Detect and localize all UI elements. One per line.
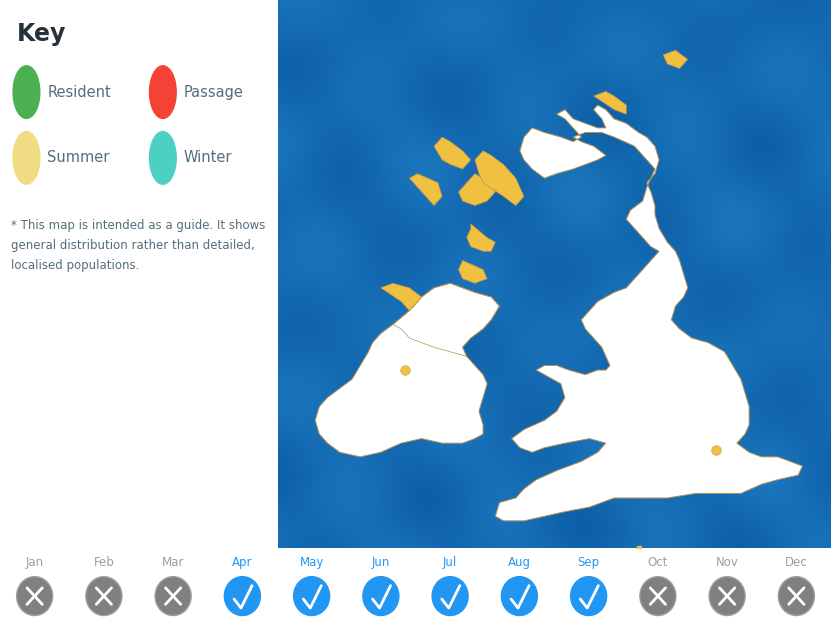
Circle shape (13, 131, 40, 184)
Circle shape (150, 66, 176, 118)
Text: Sep: Sep (578, 556, 600, 569)
Polygon shape (475, 151, 524, 206)
Text: Apr: Apr (232, 556, 253, 569)
Circle shape (86, 577, 122, 616)
Circle shape (87, 578, 120, 614)
Circle shape (779, 578, 813, 614)
Text: Feb: Feb (94, 556, 114, 569)
Circle shape (642, 578, 675, 614)
Text: Mar: Mar (162, 556, 184, 569)
Text: * This map is intended as a guide. It shows
general distribution rather than det: * This map is intended as a guide. It sh… (11, 219, 266, 272)
Circle shape (711, 578, 744, 614)
Circle shape (155, 577, 191, 616)
Text: May: May (299, 556, 324, 569)
Circle shape (13, 66, 40, 118)
Circle shape (571, 577, 607, 616)
Circle shape (640, 577, 676, 616)
Polygon shape (495, 105, 803, 521)
Text: Summer: Summer (47, 150, 110, 165)
Circle shape (363, 577, 399, 616)
Text: Dec: Dec (785, 556, 808, 569)
Circle shape (501, 577, 538, 616)
Polygon shape (315, 283, 499, 457)
Polygon shape (459, 174, 495, 206)
Circle shape (156, 578, 189, 614)
Text: Resident: Resident (47, 85, 111, 100)
Text: Aug: Aug (508, 556, 531, 569)
Text: Winter: Winter (184, 150, 232, 165)
Polygon shape (381, 283, 421, 311)
Polygon shape (434, 137, 471, 169)
Text: Nov: Nov (715, 556, 739, 569)
Polygon shape (459, 260, 487, 283)
Text: Jan: Jan (26, 556, 44, 569)
Text: Key: Key (17, 22, 66, 46)
Polygon shape (467, 224, 495, 251)
Text: Passage: Passage (184, 85, 243, 100)
Polygon shape (593, 92, 627, 114)
Circle shape (709, 577, 745, 616)
Circle shape (17, 577, 52, 616)
Polygon shape (663, 50, 688, 69)
Text: Jul: Jul (443, 556, 457, 569)
Circle shape (779, 577, 814, 616)
Text: Jun: Jun (371, 556, 390, 569)
Circle shape (432, 577, 468, 616)
Text: Oct: Oct (647, 556, 668, 569)
Polygon shape (410, 174, 442, 206)
Circle shape (18, 578, 52, 614)
Circle shape (224, 577, 260, 616)
Circle shape (293, 577, 330, 616)
Circle shape (150, 131, 176, 184)
